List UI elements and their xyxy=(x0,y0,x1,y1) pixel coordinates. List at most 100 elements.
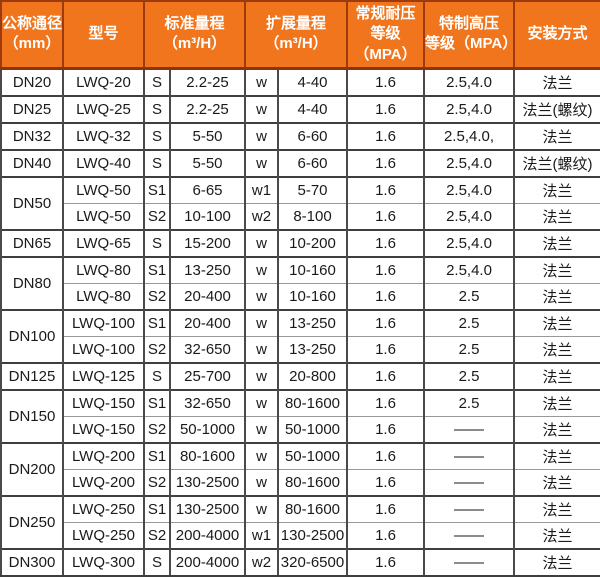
cell-s-grade: S1 xyxy=(143,255,171,284)
header-regular-pressure: 常规耐压 等级（MPA） xyxy=(346,0,425,70)
cell-model: LWQ-250 xyxy=(62,521,145,550)
table-row: LWQ-250 S2 200-4000 w1 130-2500 1.6 —— 法… xyxy=(1,521,600,550)
table-row: DN300 LWQ-300 S 200-4000 w2 320-6500 1.6… xyxy=(0,547,600,577)
header-installation: 安装方式 xyxy=(513,0,600,70)
cell-installation: 法兰 xyxy=(513,468,600,497)
cell-model: LWQ-80 xyxy=(62,255,145,284)
cell-installation: 法兰 xyxy=(513,255,600,284)
cell-standard-range: 20-400 xyxy=(169,282,246,311)
cell-installation: 法兰 xyxy=(513,175,600,204)
cell-regular-pressure: 1.6 xyxy=(346,67,425,97)
cell-w-grade: w xyxy=(244,121,279,151)
cell-w-grade: w1 xyxy=(244,521,279,550)
cell-installation: 法兰 xyxy=(513,388,600,417)
table-row: LWQ-100 S2 32-650 w 13-250 1.6 2.5 法兰 xyxy=(1,335,600,364)
cell-special-pressure: —— xyxy=(423,547,515,577)
cell-model: LWQ-200 xyxy=(62,468,145,497)
cell-model: LWQ-65 xyxy=(62,228,145,258)
cell-dn: DN150 xyxy=(0,388,64,444)
cell-regular-pressure: 1.6 xyxy=(346,175,425,204)
cell-standard-range: 130-2500 xyxy=(169,468,246,497)
cell-special-pressure: —— xyxy=(423,468,515,497)
cell-dn: DN125 xyxy=(0,361,64,391)
cell-special-pressure: 2.5 xyxy=(423,282,515,311)
cell-installation: 法兰 xyxy=(513,228,600,258)
header-special-pressure: 特制高压 等级（MPA） xyxy=(423,0,517,70)
cell-extended-range: 5-70 xyxy=(277,175,348,204)
cell-s-grade: S1 xyxy=(143,308,171,337)
table-row: DN65 LWQ-65 S 15-200 w 10-200 1.6 2.5,4.… xyxy=(0,228,600,258)
table-row: DN20 LWQ-20 S 2.2-25 w 4-40 1.6 2.5,4.0 … xyxy=(0,67,600,97)
cell-model: LWQ-100 xyxy=(62,335,145,364)
table-row: DN32 LWQ-32 S 5-50 w 6-60 1.6 2.5,4.0, 法… xyxy=(0,121,600,151)
cell-regular-pressure: 1.6 xyxy=(346,94,425,124)
cell-regular-pressure: 1.6 xyxy=(346,361,425,391)
cell-special-pressure: 2.5,4.0 xyxy=(423,255,515,284)
cell-regular-pressure: 1.6 xyxy=(346,335,425,364)
cell-s-grade: S2 xyxy=(143,521,171,550)
cell-s-grade: S2 xyxy=(143,202,171,231)
cell-standard-range: 2.2-25 xyxy=(169,67,246,97)
cell-w-grade: w1 xyxy=(244,175,279,204)
cell-special-pressure: —— xyxy=(423,494,515,523)
cell-s-grade: S2 xyxy=(143,282,171,311)
cell-regular-pressure: 1.6 xyxy=(346,468,425,497)
cell-special-pressure: 2.5,4.0 xyxy=(423,94,515,124)
cell-standard-range: 2.2-25 xyxy=(169,94,246,124)
header-row: 公称通径 （mm） 型号 标准量程 （m³/H） 扩展量程 （m³/H） 常规耐… xyxy=(0,0,600,70)
cell-regular-pressure: 1.6 xyxy=(346,282,425,311)
cell-w-grade: w xyxy=(244,468,279,497)
cell-standard-range: 25-700 xyxy=(169,361,246,391)
cell-installation: 法兰 xyxy=(513,521,600,550)
cell-regular-pressure: 1.6 xyxy=(346,202,425,231)
cell-s-grade: S1 xyxy=(143,175,171,204)
cell-s-grade: S2 xyxy=(143,415,171,444)
cell-s-grade: S xyxy=(143,67,171,97)
cell-model: LWQ-125 xyxy=(62,361,145,391)
cell-special-pressure: —— xyxy=(423,441,515,470)
cell-extended-range: 4-40 xyxy=(277,94,348,124)
cell-standard-range: 32-650 xyxy=(169,335,246,364)
cell-special-pressure: —— xyxy=(423,521,515,550)
cell-dn: DN50 xyxy=(0,175,64,231)
header-standard-range: 标准量程 （m³/H） xyxy=(143,0,246,70)
table-row: DN50 LWQ-50 S1 6-65 w1 5-70 1.6 2.5,4.0 … xyxy=(0,175,600,231)
cell-extended-range: 10-160 xyxy=(277,282,348,311)
cell-w-grade: w xyxy=(244,308,279,337)
cell-installation: 法兰(螺纹) xyxy=(513,148,600,178)
cell-standard-range: 200-4000 xyxy=(169,521,246,550)
cell-w-grade: w xyxy=(244,494,279,523)
cell-extended-range: 80-1600 xyxy=(277,468,348,497)
cell-installation: 法兰 xyxy=(513,202,600,231)
cell-standard-range: 32-650 xyxy=(169,388,246,417)
cell-model: LWQ-200 xyxy=(62,441,145,470)
cell-installation: 法兰 xyxy=(513,441,600,470)
cell-standard-range: 6-65 xyxy=(169,175,246,204)
header-nominal-diameter: 公称通径 （mm） xyxy=(0,0,64,70)
cell-special-pressure: 2.5,4.0 xyxy=(423,228,515,258)
cell-special-pressure: 2.5 xyxy=(423,361,515,391)
cell-installation: 法兰 xyxy=(513,282,600,311)
cell-w-grade: w2 xyxy=(244,202,279,231)
cell-w-grade: w xyxy=(244,441,279,470)
cell-dn: DN80 xyxy=(0,255,64,311)
cell-special-pressure: —— xyxy=(423,415,515,444)
cell-extended-range: 6-60 xyxy=(277,121,348,151)
cell-installation: 法兰 xyxy=(513,361,600,391)
cell-standard-range: 80-1600 xyxy=(169,441,246,470)
cell-extended-range: 80-1600 xyxy=(277,494,348,523)
cell-extended-range: 320-6500 xyxy=(277,547,348,577)
cell-model: LWQ-150 xyxy=(62,388,145,417)
cell-w-grade: w xyxy=(244,361,279,391)
cell-standard-range: 200-4000 xyxy=(169,547,246,577)
cell-regular-pressure: 1.6 xyxy=(346,521,425,550)
cell-installation: 法兰 xyxy=(513,547,600,577)
cell-special-pressure: 2.5,4.0, xyxy=(423,121,515,151)
cell-s-grade: S1 xyxy=(143,388,171,417)
cell-w-grade: w2 xyxy=(244,547,279,577)
cell-model: LWQ-25 xyxy=(62,94,145,124)
cell-model: LWQ-20 xyxy=(62,67,145,97)
cell-s-grade: S xyxy=(143,94,171,124)
cell-regular-pressure: 1.6 xyxy=(346,547,425,577)
